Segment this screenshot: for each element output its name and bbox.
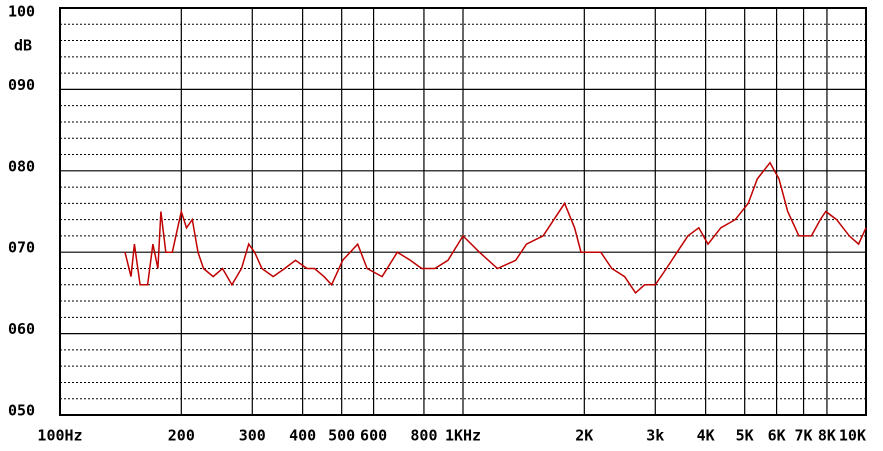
- x-tick-label: 500: [328, 427, 355, 445]
- plot-frame: [59, 7, 867, 416]
- x-tick-label: 2K: [575, 427, 593, 445]
- x-tick-label: 800: [410, 427, 437, 445]
- x-tick-label: 7K: [795, 427, 813, 445]
- x-tick-label: 100Hz: [37, 427, 82, 445]
- y-tick-label: 100: [8, 3, 35, 21]
- x-tick-label: 200: [168, 427, 195, 445]
- x-tick-label: 6K: [768, 427, 786, 445]
- y-axis-label: dB: [14, 37, 32, 55]
- x-tick-label: 400: [289, 427, 316, 445]
- y-tick-label: 050: [8, 402, 35, 420]
- x-tick-label: 10K: [839, 427, 866, 445]
- x-tick-label: 5K: [736, 427, 754, 445]
- x-tick-label: 3k: [646, 427, 664, 445]
- response-line: [124, 161, 867, 295]
- y-tick-label: 090: [8, 76, 35, 94]
- x-tick-label: 600: [360, 427, 387, 445]
- x-tick-label: 300: [239, 427, 266, 445]
- x-tick-label: 8K: [818, 427, 836, 445]
- y-tick-label: 060: [8, 320, 35, 338]
- y-tick-label: 070: [8, 239, 35, 257]
- y-tick-label: 080: [8, 157, 35, 175]
- x-tick-label: 1KHz: [445, 427, 481, 445]
- x-tick-label: 4K: [697, 427, 715, 445]
